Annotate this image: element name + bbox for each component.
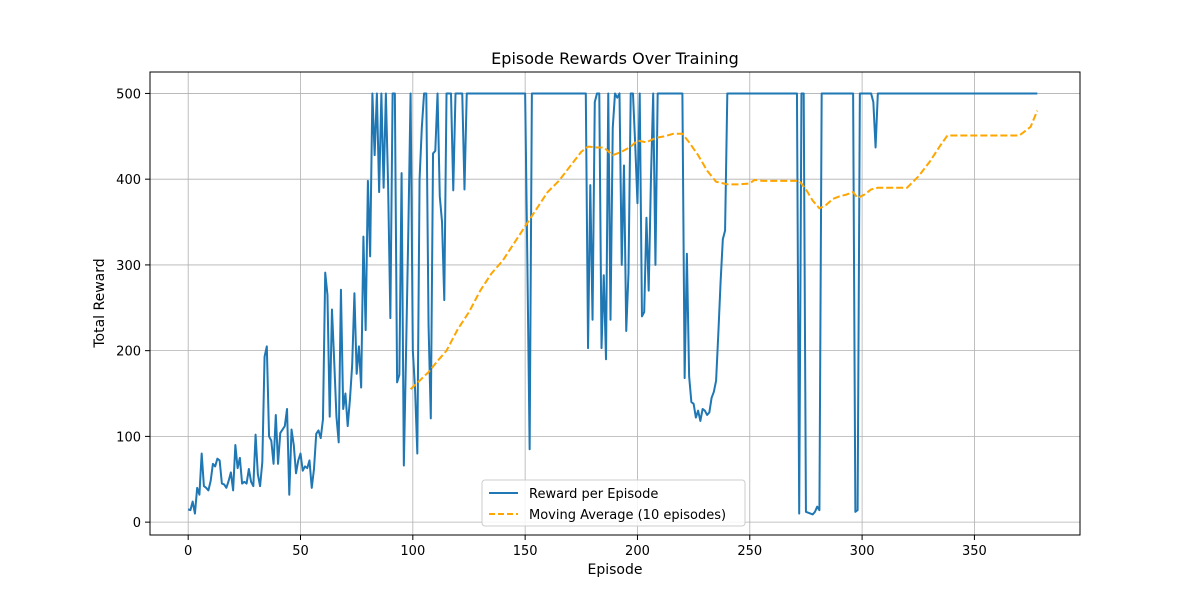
x-tick-label: 0	[184, 544, 192, 559]
y-tick-label: 0	[133, 516, 141, 531]
legend-label-moving-average: Moving Average (10 episodes)	[529, 508, 726, 523]
series-layer	[187, 92, 1039, 516]
x-tick-label: 350	[962, 544, 987, 559]
x-tick-label: 150	[513, 544, 538, 559]
x-axis-label: Episode	[588, 562, 643, 578]
chart-title: Episode Rewards Over Training	[491, 49, 739, 68]
legend: Reward per Episode Moving Average (10 ep…	[481, 479, 746, 527]
x-tick-label: 300	[850, 544, 875, 559]
y-tick-label: 200	[116, 345, 141, 360]
x-tick-label: 250	[737, 544, 762, 559]
y-tick-label: 400	[116, 173, 141, 188]
series-line-reward-per-episode	[187, 92, 1038, 516]
y-tick-label: 500	[116, 87, 141, 102]
axes: 0 50 100 150 200 250 300 350 0 100 200 300 400 500	[116, 87, 987, 559]
legend-box	[481, 479, 746, 527]
y-tick-label: 300	[116, 259, 141, 274]
plot-frame	[149, 71, 1081, 536]
x-tick-label: 50	[292, 544, 309, 559]
y-axis-label: Total Reward	[92, 258, 108, 348]
legend-label-reward: Reward per Episode	[529, 487, 658, 502]
y-tick-label: 100	[116, 430, 141, 445]
series-line-moving-average	[409, 110, 1039, 390]
x-tick-label: 100	[400, 544, 425, 559]
x-tick-label: 200	[625, 544, 650, 559]
